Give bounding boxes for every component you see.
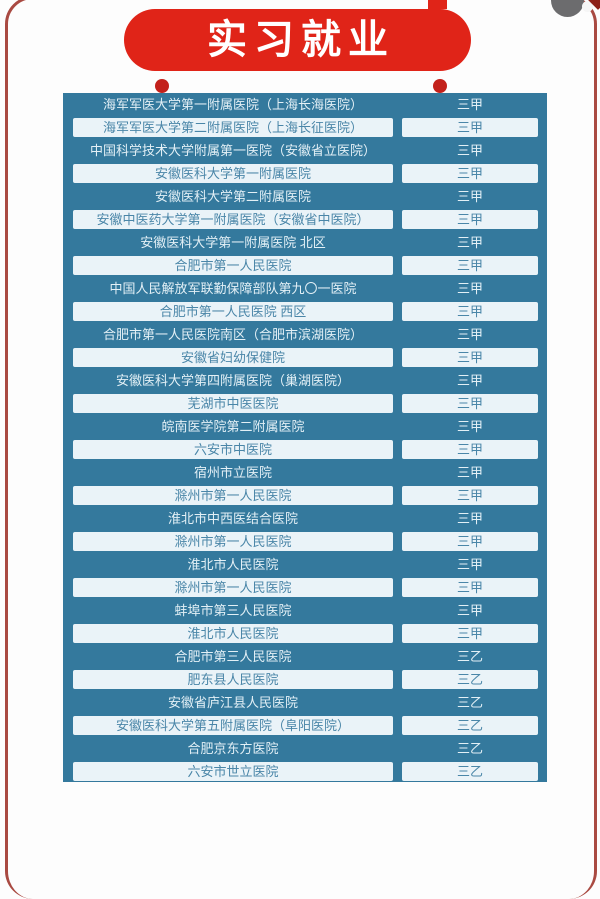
grade-cell: 三甲 [456,419,483,434]
hospital-name-cell: 蚌埠市第三人民医院 [174,603,292,618]
table-row: 六安市中医院 三甲 [63,438,547,461]
grade-cell: 三甲 [402,440,538,459]
table-row: 安徽省妇幼保健院 三甲 [63,346,547,369]
hospital-name-cell: 淮北市中西医结合医院 [167,511,298,526]
hospital-name-cell: 合肥市第一人民医院 [73,256,393,275]
hospital-table: 海军军医大学第一附属医院（上海长海医院） 三甲 海军军医大学第二附属医院（上海长征医… [63,93,547,782]
corner-circle-icon [551,0,584,17]
hospital-name-cell: 海军军医大学第一附属医院（上海长海医院） [102,97,363,112]
table-row: 安徽中医药大学第一附属医院（安徽省中医院） 三甲 [63,208,547,231]
hospital-name-cell: 六安市世立医院 [73,762,393,781]
grade-cell: 三甲 [402,486,538,505]
hospital-name-cell: 肥东县人民医院 [73,670,393,689]
table-row: 安徽医科大学第二附属医院 三甲 [63,185,547,208]
grade-cell: 三甲 [456,465,483,480]
grade-cell: 三甲 [402,578,538,597]
table-row: 合肥京东方医院 三乙 [63,737,547,760]
hospital-name-cell: 皖南医学院第二附属医院 [161,419,305,434]
table-row: 安徽省庐江县人民医院 三乙 [63,691,547,714]
hospital-name-cell: 安徽中医药大学第一附属医院（安徽省中医院） [73,210,393,229]
hospital-name-cell: 芜湖市中医医院 [73,394,393,413]
table-row: 海军军医大学第一附属医院（上海长海医院） 三甲 [63,93,547,116]
table-row: 淮北市中西医结合医院 三甲 [63,507,547,530]
hospital-name-cell: 海军军医大学第二附属医院（上海长征医院） [73,118,393,137]
top-red-tab [428,0,447,9]
hospital-name-cell: 安徽省庐江县人民医院 [167,695,298,710]
grade-cell: 三甲 [402,118,538,137]
table-row: 中国人民解放军联勤保障部队第九〇一医院 三甲 [63,277,547,300]
grade-cell: 三乙 [402,670,538,689]
grade-cell: 三甲 [456,189,483,204]
grade-cell: 三甲 [402,302,538,321]
hospital-name-cell: 六安市中医院 [73,440,393,459]
grade-cell: 三乙 [456,741,483,756]
table-row: 芜湖市中医医院 三甲 [63,392,547,415]
table-row: 安徽医科大学第一附属医院 三甲 [63,162,547,185]
table-row: 安徽医科大学第五附属医院（阜阳医院） 三乙 [63,714,547,737]
hospital-name-cell: 安徽医科大学第四附属医院（巢湖医院） [115,373,350,388]
table-row: 合肥市第一人民医院 西区 三甲 [63,300,547,323]
grade-cell: 三甲 [456,143,483,158]
grade-cell: 三甲 [456,511,483,526]
table-row: 滁州市第一人民医院 三甲 [63,530,547,553]
table-row: 海军军医大学第二附属医院（上海长征医院） 三甲 [63,116,547,139]
grade-cell: 三甲 [402,394,538,413]
table-row: 蚌埠市第三人民医院 三甲 [63,599,547,622]
table-row: 合肥市第三人民医院 三乙 [63,645,547,668]
table-row: 滁州市第一人民医院 三甲 [63,484,547,507]
hospital-name-cell: 淮北市人民医院 [187,557,279,572]
table-row: 皖南医学院第二附属医院 三甲 [63,415,547,438]
hospital-name-cell: 宿州市立医院 [193,465,272,480]
table-row: 中国科学技术大学附属第一医院（安徽省立医院） 三甲 [63,139,547,162]
grade-cell: 三甲 [402,256,538,275]
pin-dot-right [433,79,447,93]
hospital-name-cell: 安徽医科大学第一附属医院 [73,164,393,183]
hospital-name-cell: 安徽医科大学第五附属医院（阜阳医院） [73,716,393,735]
hospital-name-cell: 安徽省妇幼保健院 [73,348,393,367]
grade-cell: 三甲 [402,348,538,367]
hospital-name-cell: 安徽医科大学第一附属医院 北区 [140,235,326,250]
hospital-name-cell: 滁州市第一人民医院 [73,486,393,505]
hospital-name-cell: 安徽医科大学第二附属医院 [154,189,311,204]
hospital-name-cell: 中国科学技术大学附属第一医院（安徽省立医院） [89,143,376,158]
table-row: 合肥市第一人民医院 三甲 [63,254,547,277]
hospital-name-cell: 合肥市第三人民医院 [174,649,292,664]
grade-cell: 三甲 [402,532,538,551]
grade-cell: 三甲 [456,557,483,572]
hospital-name-cell: 合肥京东方医院 [187,741,279,756]
table-row: 安徽医科大学第四附属医院（巢湖医院） 三甲 [63,369,547,392]
section-title-banner: 实习就业 [124,9,471,71]
hospital-name-cell: 滁州市第一人民医院 [73,532,393,551]
grade-cell: 三甲 [402,210,538,229]
grade-cell: 三甲 [402,164,538,183]
hospital-name-cell: 淮北市人民医院 [73,624,393,643]
table-row: 安徽医科大学第一附属医院 北区 三甲 [63,231,547,254]
pin-dot-left [155,79,169,93]
hospital-name-cell: 滁州市第一人民医院 [73,578,393,597]
grade-cell: 三乙 [456,695,483,710]
table-row: 淮北市人民医院 三甲 [63,622,547,645]
table-row: 合肥市第一人民医院南区（合肥市滨湖医院） 三甲 [63,323,547,346]
corner-white-dot-icon [582,1,593,12]
grade-cell: 三甲 [456,235,483,250]
table-row: 宿州市立医院 三甲 [63,461,547,484]
grade-cell: 三甲 [402,624,538,643]
grade-cell: 三乙 [402,762,538,781]
hospital-name-cell: 合肥市第一人民医院 西区 [73,302,393,321]
grade-cell: 三甲 [456,373,483,388]
table-row: 滁州市第一人民医院 三甲 [63,576,547,599]
grade-cell: 三甲 [456,97,483,112]
grade-cell: 三甲 [456,603,483,618]
grade-cell: 三甲 [456,327,483,342]
table-row: 六安市世立医院 三乙 [63,760,547,782]
grade-cell: 三甲 [456,281,483,296]
grade-cell: 三乙 [456,649,483,664]
section-title: 实习就业 [207,18,395,62]
grade-cell: 三乙 [402,716,538,735]
hospital-name-cell: 合肥市第一人民医院南区（合肥市滨湖医院） [102,327,363,342]
table-row: 肥东县人民医院 三乙 [63,668,547,691]
hospital-name-cell: 中国人民解放军联勤保障部队第九〇一医院 [109,281,357,296]
table-row: 淮北市人民医院 三甲 [63,553,547,576]
